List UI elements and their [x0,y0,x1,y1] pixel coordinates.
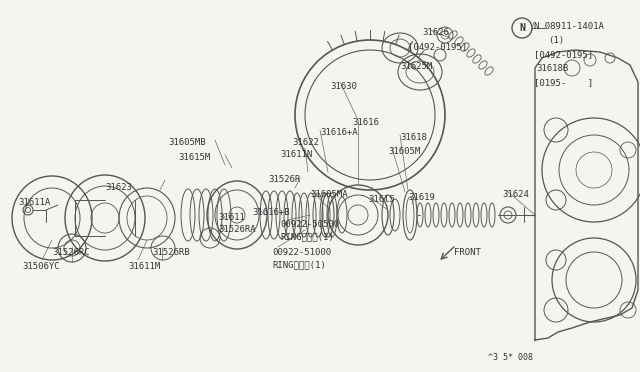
Text: [0195-    ]: [0195- ] [534,78,593,87]
Text: 31630: 31630 [330,82,357,91]
Text: 31624: 31624 [502,190,529,199]
Text: [0492-0195]: [0492-0195] [408,42,467,51]
Text: 31625M: 31625M [400,62,432,71]
Text: 31605MA: 31605MA [310,190,348,199]
Text: 31605MB: 31605MB [168,138,205,147]
Text: 00922-50500: 00922-50500 [280,220,339,229]
Text: 31526RB: 31526RB [152,248,189,257]
Text: 31616: 31616 [352,118,379,127]
Text: N 08911-1401A: N 08911-1401A [534,22,604,31]
Text: 31526R: 31526R [268,175,300,184]
Text: 31622: 31622 [292,138,319,147]
Text: 00922-51000: 00922-51000 [272,248,331,257]
Text: 31605M: 31605M [388,147,420,156]
Text: 31611: 31611 [218,213,245,222]
Text: 31618B: 31618B [536,64,568,73]
Text: [0492-0195]: [0492-0195] [534,50,593,59]
Text: 31611M: 31611M [128,262,160,271]
Text: 31616+A: 31616+A [320,128,358,137]
Text: 316l5: 316l5 [368,195,395,204]
Text: RINGリング(1): RINGリング(1) [280,232,333,241]
Text: 31616+B: 31616+B [252,208,290,217]
Text: 31526RA: 31526RA [218,225,255,234]
Text: 31526RC: 31526RC [52,248,90,257]
Text: 31611A: 31611A [18,198,51,207]
Text: 31623: 31623 [105,183,132,192]
Text: RINGリング(1): RINGリング(1) [272,260,326,269]
Text: 31506YC: 31506YC [22,262,60,271]
Text: 31611N: 31611N [280,150,312,159]
Text: 31619: 31619 [408,193,435,202]
Text: 31626: 31626 [422,28,449,37]
Text: N: N [519,23,525,33]
Text: FRONT: FRONT [454,248,481,257]
Text: (1): (1) [548,36,564,45]
Text: 31618: 31618 [400,133,427,142]
Text: ^3 5* 008: ^3 5* 008 [488,353,533,362]
Text: 31615M: 31615M [178,153,211,162]
